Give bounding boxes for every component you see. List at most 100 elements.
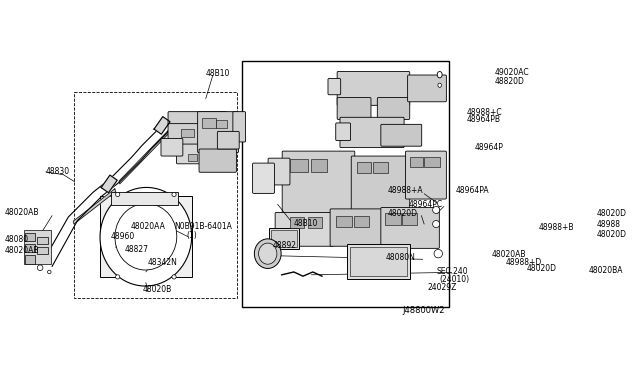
Text: 48080: 48080 — [4, 235, 28, 244]
Text: 48020AB: 48020AB — [4, 246, 38, 255]
Ellipse shape — [438, 83, 442, 87]
Ellipse shape — [172, 275, 176, 279]
Text: SEC.240: SEC.240 — [437, 267, 468, 276]
Bar — [181, 129, 194, 137]
Bar — [26, 255, 35, 263]
Bar — [308, 217, 322, 228]
Bar — [374, 162, 388, 173]
FancyBboxPatch shape — [268, 158, 290, 185]
FancyBboxPatch shape — [233, 112, 246, 142]
FancyBboxPatch shape — [168, 112, 227, 126]
Text: 48964P: 48964P — [475, 143, 504, 152]
Bar — [74, 92, 237, 298]
Text: 48964PC: 48964PC — [409, 200, 443, 209]
Bar — [202, 118, 216, 128]
FancyBboxPatch shape — [406, 151, 446, 199]
Ellipse shape — [172, 192, 176, 196]
FancyBboxPatch shape — [218, 131, 239, 149]
Bar — [216, 120, 227, 128]
Bar — [385, 214, 401, 225]
Bar — [312, 159, 327, 172]
FancyBboxPatch shape — [378, 97, 410, 119]
Ellipse shape — [47, 270, 51, 274]
FancyBboxPatch shape — [337, 97, 371, 119]
Bar — [24, 230, 51, 263]
Text: 48020AB: 48020AB — [492, 250, 526, 259]
Text: 48020D: 48020D — [597, 209, 627, 218]
Ellipse shape — [433, 221, 440, 228]
Bar — [188, 154, 196, 161]
Bar — [36, 237, 48, 244]
Text: 48988+A: 48988+A — [388, 186, 423, 195]
FancyBboxPatch shape — [198, 112, 239, 153]
Bar — [291, 159, 308, 172]
Polygon shape — [119, 131, 168, 184]
Bar — [347, 244, 410, 279]
Ellipse shape — [116, 275, 120, 279]
Bar — [354, 216, 369, 227]
FancyBboxPatch shape — [330, 209, 385, 246]
Ellipse shape — [437, 71, 442, 78]
FancyBboxPatch shape — [340, 117, 404, 148]
Text: 48B10: 48B10 — [205, 69, 230, 78]
Bar — [269, 228, 299, 249]
Ellipse shape — [254, 239, 281, 269]
Text: 48988+B: 48988+B — [538, 223, 574, 232]
FancyBboxPatch shape — [177, 144, 200, 164]
FancyBboxPatch shape — [381, 124, 422, 146]
Text: 48020AB: 48020AB — [4, 208, 38, 217]
Bar — [36, 247, 48, 254]
FancyBboxPatch shape — [337, 71, 410, 105]
Text: J48800W2: J48800W2 — [403, 305, 445, 314]
Bar — [271, 230, 296, 247]
Ellipse shape — [434, 249, 442, 258]
Text: 48830: 48830 — [46, 167, 70, 176]
FancyBboxPatch shape — [381, 208, 439, 248]
Bar — [26, 244, 35, 252]
Text: N0B91B-6401A: N0B91B-6401A — [174, 222, 232, 231]
Text: 48020BA: 48020BA — [588, 266, 623, 275]
Text: 48988: 48988 — [597, 219, 621, 228]
FancyBboxPatch shape — [351, 156, 410, 211]
Text: (1): (1) — [187, 231, 198, 240]
FancyBboxPatch shape — [282, 151, 355, 217]
Bar — [291, 217, 305, 228]
FancyBboxPatch shape — [275, 212, 333, 246]
Bar — [26, 232, 35, 241]
Ellipse shape — [115, 203, 177, 270]
Text: 48820D: 48820D — [495, 77, 525, 86]
Ellipse shape — [433, 206, 440, 214]
Text: 48B10: 48B10 — [294, 219, 318, 228]
Ellipse shape — [116, 192, 120, 196]
FancyBboxPatch shape — [168, 124, 202, 147]
Bar — [424, 157, 440, 167]
FancyBboxPatch shape — [199, 149, 236, 172]
Text: 48988+D: 48988+D — [505, 257, 541, 267]
Text: 49020AC: 49020AC — [495, 68, 529, 77]
Text: 48020D: 48020D — [597, 230, 627, 239]
FancyBboxPatch shape — [161, 138, 183, 156]
Bar — [243, 61, 449, 307]
Ellipse shape — [37, 265, 43, 270]
Polygon shape — [73, 189, 116, 224]
FancyBboxPatch shape — [408, 75, 446, 102]
Text: 48020B: 48020B — [142, 285, 172, 294]
Bar — [336, 216, 351, 227]
Text: 48964PB: 48964PB — [467, 115, 500, 124]
Text: 48964PA: 48964PA — [456, 186, 490, 195]
Polygon shape — [154, 116, 170, 134]
FancyBboxPatch shape — [253, 163, 275, 193]
Text: 48020D: 48020D — [388, 209, 417, 218]
Bar — [100, 196, 191, 277]
Text: 24029Z: 24029Z — [428, 283, 457, 292]
Text: 48892: 48892 — [273, 241, 297, 250]
Bar — [111, 192, 177, 205]
Text: (24010): (24010) — [440, 275, 470, 284]
Text: 48020AA: 48020AA — [131, 222, 165, 231]
Text: 48342N: 48342N — [147, 257, 177, 267]
Bar — [357, 162, 371, 173]
Bar — [402, 214, 417, 225]
Ellipse shape — [100, 187, 191, 286]
FancyBboxPatch shape — [328, 78, 340, 95]
Ellipse shape — [259, 243, 277, 264]
